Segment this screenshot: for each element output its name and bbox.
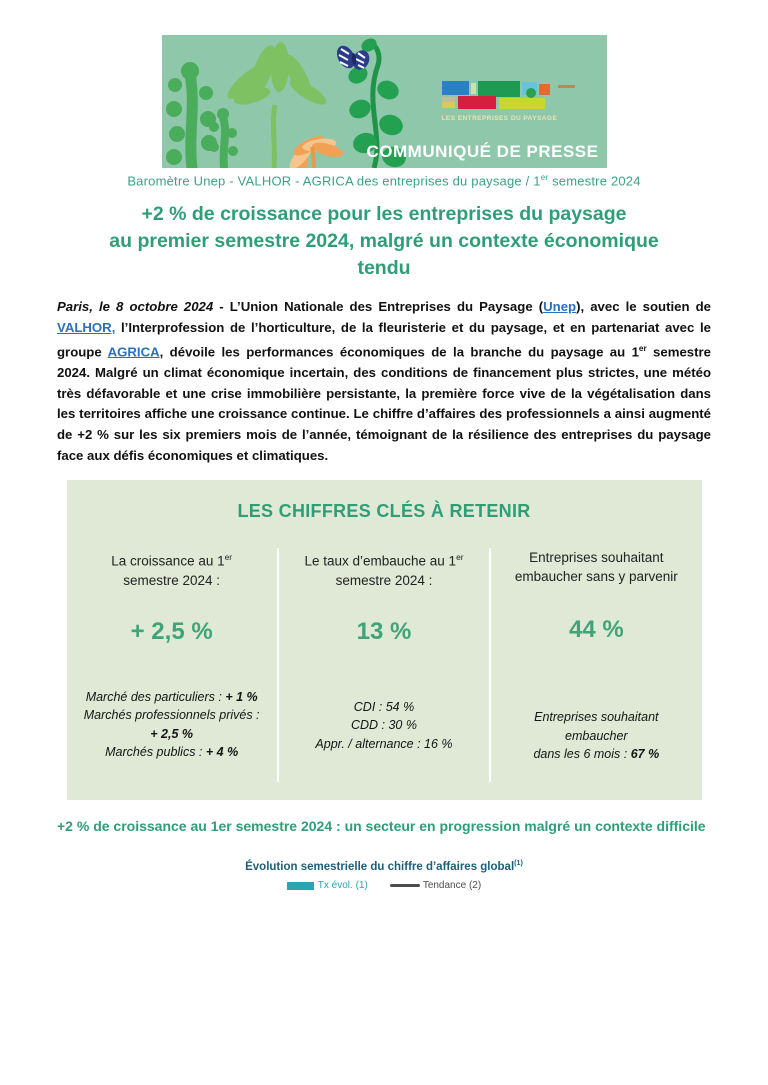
title-line-2: au premier semestre 2024, malgré un cont… [109,230,659,253]
growth-heading-l1: La croissance au 1 [111,553,225,569]
plants-illustration [165,38,406,168]
unep-link[interactable]: Unep [543,299,577,315]
intro-seg-3: l’Interprofession de l’horticulture, de … [57,320,711,360]
page-title: +2 % de croissance pour les entreprises … [40,201,728,282]
recruiting-heading-l1: Entreprises souhaitant [529,550,664,566]
hiring-heading-l1: Le taux d’embauche au 1 [304,553,457,569]
legend-item-tx-evol: Tx évol. (1) [286,880,368,892]
unep-logo-mosaic-icon [441,81,575,111]
growth-heading-l2: semestre 2024 : [123,572,221,588]
intro-seg-5: semestre 2024. Malgré un climat économiq… [57,344,711,463]
vine-plant-icon [347,38,406,168]
agrica-link[interactable]: AGRICA [107,344,160,360]
bar-swatch-icon [286,881,314,890]
orange-flower-icon [289,136,343,168]
intro-sup: er [638,343,647,353]
chart-title-sup: (1) [514,859,523,868]
intro-seg-1: - L’Union Nationale des Entreprises du P… [213,299,544,315]
growth-details: Marché des particuliers : + 1 % Marchés … [81,688,263,762]
key-figure-hiring-rate: Le taux d’embauche au 1er semestre 2024 … [276,548,489,783]
title-line-1: +2 % de croissance pour les entreprises … [141,203,627,226]
valhor-link[interactable]: VALHOR, [57,320,116,336]
recruiting-detail-label-2: dans les 6 mois : [533,747,631,762]
recruiting-detail-1: Entreprises souhaitant embaucher [534,710,659,743]
growth-detail-value-1: + 1 % [225,689,258,704]
hiring-heading-sup: er [456,552,464,563]
hiring-heading: Le taux d’embauche au 1er semestre 2024 … [293,548,475,590]
header-banner: LES ENTREPRISES DU PAYSAGE COMMUNIQUÉ DE… [161,35,607,168]
press-release-label: COMMUNIQUÉ DE PRESSE [366,142,599,161]
growth-detail-label-3: Marchés publics : [105,745,206,760]
unep-logo: LES ENTREPRISES DU PAYSAGE [441,81,592,122]
growth-detail-value-2: + 2,5 % [150,726,194,741]
growth-value: + 2,5 % [130,617,213,645]
recruiting-detail-value-2: 67 % [630,747,660,762]
hiring-detail-3: Appr. / alternance : 16 % [315,736,453,751]
hiring-detail-2: CDD : 30 % [350,718,417,733]
palm-plant-icon [226,42,326,168]
barometer-subtitle: Baromètre Unep - VALHOR - AGRICA des ent… [0,173,768,188]
butterfly-icon [336,45,369,70]
recruiting-heading: Entreprises souhaitant embaucher sans y … [505,548,687,588]
seaweed-plant-icon [165,62,238,168]
intro-seg-4: , dévoile les performances économiques d… [159,344,639,360]
legend-item-tendance: Tendance (2) [374,880,481,891]
key-figure-recruiting: Entreprises souhaitant embaucher sans y … [489,548,701,783]
growth-heading: La croissance au 1er semestre 2024 : [81,548,263,590]
recruiting-heading-l2: embaucher sans y parvenir [514,569,678,585]
chart-legend: Tx évol. (1) Tendance (2) [0,880,768,891]
logo-caption: LES ENTREPRISES DU PAYSAGE [441,115,558,122]
chart-title-text: Évolution semestrielle du chiffre d’affa… [245,861,515,874]
dateline: Paris, le 8 octobre 2024 [57,299,214,315]
section-heading: +2 % de croissance au 1er semestre 2024 … [57,818,706,835]
chart-header: Évolution semestrielle du chiffre d’affa… [0,859,768,891]
subtitle-text: Baromètre Unep - VALHOR - AGRICA des ent… [127,173,541,189]
legend-label-tendance: Tendance (2) [422,880,482,892]
recruiting-details: Entreprises souhaitant embaucher dans le… [505,708,687,782]
hiring-heading-l2: semestre 2024 : [335,572,433,588]
hiring-value: 13 % [356,617,412,645]
growth-detail-value-3: + 4 % [205,745,239,760]
title-line-3: tendu [357,257,411,280]
intro-paragraph: Paris, le 8 octobre 2024 - L’Union Natio… [57,297,711,466]
key-figures-box: LES CHIFFRES CLÉS À RETENIR La croissanc… [66,480,702,801]
chart-title: Évolution semestrielle du chiffre d’affa… [0,859,768,873]
key-figures-title: LES CHIFFRES CLÉS À RETENIR [237,501,531,522]
intro-seg-2: ), avec le soutien de [576,299,711,315]
subtitle-suffix: semestre 2024 [548,173,641,189]
key-figures-columns: La croissance au 1er semestre 2024 : + 2… [67,548,702,783]
growth-detail-label-1: Marché des particuliers : [85,689,226,704]
line-swatch-icon [389,883,420,888]
legend-label-tx-evol: Tx évol. (1) [317,880,368,892]
hiring-details: CDI : 54 % CDD : 30 % Appr. / alternance… [293,698,475,772]
recruiting-value: 44 % [568,616,624,644]
subtitle-sup: er [540,173,549,182]
growth-detail-label-2: Marchés professionnels privés : [83,708,260,723]
key-figure-growth: La croissance au 1er semestre 2024 : + 2… [67,548,277,782]
growth-heading-sup: er [224,552,233,563]
hiring-detail-1: CDI : 54 % [353,699,415,714]
